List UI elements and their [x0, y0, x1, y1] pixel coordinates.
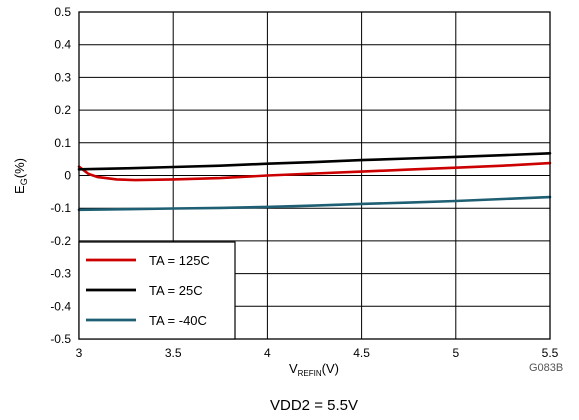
series-lines — [77, 152, 552, 212]
y-tick-label-5: 0 — [64, 169, 71, 183]
y-tick-label-1: 0.4 — [54, 38, 71, 52]
x-tick-label-0: 3 — [76, 346, 83, 360]
y-tick-label-4: 0.1 — [54, 136, 71, 150]
y-axis-label-main: E — [12, 185, 27, 194]
x-axis-label: VREFIN(V) — [289, 361, 339, 378]
y-tick-label-0: 0.5 — [54, 5, 71, 19]
x-tick-label-2: 4 — [264, 346, 271, 360]
x-axis-label-sub: REFIN — [298, 369, 322, 378]
y-axis-label: EG(%) — [12, 158, 29, 194]
series-line-2 — [77, 195, 552, 212]
y-tick-label-2: 0.3 — [54, 70, 71, 84]
legend-label-2: TA = -40C — [149, 313, 207, 328]
y-axis-label-sub: G — [19, 178, 29, 185]
figure-id: G083B — [529, 362, 563, 374]
caption: VDD2 = 5.5V — [270, 397, 358, 414]
y-tick-label-10: -0.5 — [50, 332, 71, 346]
x-tick-label-4: 5 — [452, 346, 459, 360]
grid-lines — [78, 11, 551, 340]
legend-label-0: TA = 125C — [149, 253, 210, 268]
y-tick-label-6: -0.1 — [50, 201, 71, 215]
legend-label-1: TA = 25C — [149, 283, 203, 298]
series-line-1 — [77, 152, 552, 171]
x-tick-labels: 3 3.5 4 4.5 5 5.5 — [76, 346, 559, 360]
legend: TA = 125C TA = 25C TA = -40C — [78, 241, 236, 340]
x-axis-label-unit: (V) — [322, 361, 339, 376]
y-axis-label-unit: (%) — [12, 158, 27, 178]
y-tick-labels: 0.5 0.4 0.3 0.2 0.1 0 -0.1 -0.2 -0.3 -0.4 -0.5 — [50, 5, 71, 346]
y-tick-label-7: -0.2 — [50, 234, 71, 248]
plot-frame — [78, 11, 551, 340]
y-tick-label-9: -0.4 — [50, 299, 71, 313]
x-tick-label-1: 3.5 — [165, 346, 182, 360]
x-tick-label-5: 5.5 — [542, 346, 559, 360]
series-line-0 — [77, 161, 552, 182]
x-axis-label-main: V — [289, 361, 298, 376]
x-tick-label-3: 4.5 — [353, 346, 370, 360]
y-tick-label-3: 0.2 — [54, 103, 71, 117]
y-tick-label-8: -0.3 — [50, 267, 71, 281]
